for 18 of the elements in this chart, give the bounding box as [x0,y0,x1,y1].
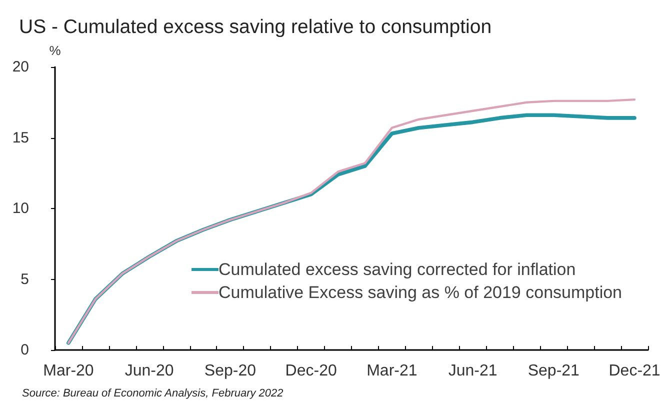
chart-title: US - Cumulated excess saving relative to consumption [19,16,492,38]
x-tick-label: Sep-20 [204,362,256,380]
y-axis-title: % [49,43,62,58]
x-tick-label: Jun-20 [124,362,174,380]
y-tick-label: 0 [20,342,29,358]
y-tick-label: 10 [12,200,29,217]
x-tick-label: Dec-20 [285,362,337,380]
y-tick-label: 15 [12,129,29,146]
x-tick-label: Mar-20 [43,362,94,380]
x-tick-label: Sep-21 [528,362,580,380]
x-tick-label: Jun-21 [448,362,498,380]
source-note: Source: Bureau of Economic Analysis, February 2022 [22,388,284,400]
y-tick-label: 20 [12,58,29,76]
legend-label: Cumulated excess saving corrected for inflation [218,260,576,279]
x-tick-label: Mar-21 [366,362,418,380]
x-tick-label: Dec-21 [608,362,660,380]
legend-label: Cumulative Excess saving as % of 2019 consumption [218,283,622,302]
y-tick-label: 5 [20,270,29,288]
